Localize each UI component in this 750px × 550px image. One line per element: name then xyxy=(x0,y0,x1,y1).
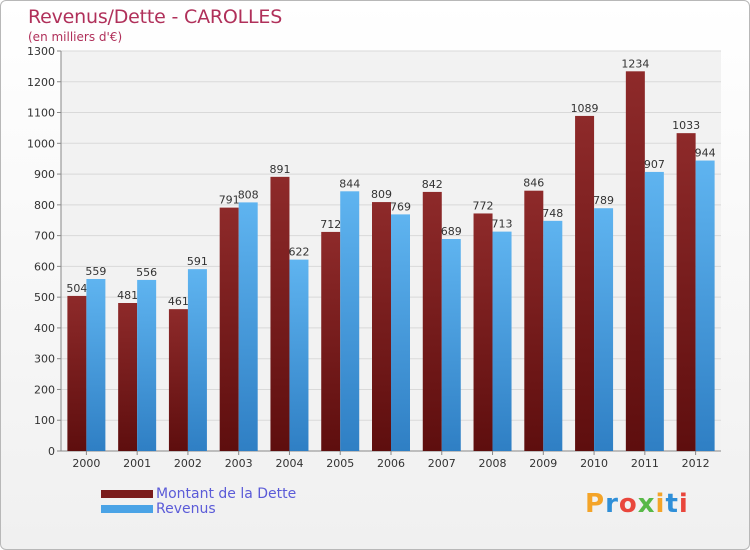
y-tick-label: 400 xyxy=(34,322,55,335)
bar-dette xyxy=(575,115,595,451)
x-tick-label: 2010 xyxy=(580,457,608,470)
bar-revenus xyxy=(695,160,715,452)
x-tick-label: 2001 xyxy=(123,457,151,470)
bar-revenus xyxy=(594,208,614,451)
data-label-dette: 1234 xyxy=(621,57,649,70)
data-label-dette: 504 xyxy=(66,282,87,295)
data-label-dette: 842 xyxy=(422,178,443,191)
bar-dette xyxy=(625,71,645,452)
chart-subtitle: (en milliers d'€) xyxy=(28,30,123,44)
logo-letter: i xyxy=(678,489,689,519)
data-label-dette: 1033 xyxy=(672,119,700,132)
data-label-revenus: 907 xyxy=(644,158,665,171)
data-label-dette: 809 xyxy=(371,188,392,201)
bar-dette xyxy=(676,133,696,451)
y-tick-label: 500 xyxy=(34,291,55,304)
bar-revenus xyxy=(441,239,461,451)
bar-dette xyxy=(168,309,188,451)
data-label-revenus: 591 xyxy=(187,255,208,268)
bar-dette xyxy=(422,191,442,451)
data-label-dette: 1089 xyxy=(571,102,599,115)
data-label-dette: 891 xyxy=(269,163,290,176)
bar-dette xyxy=(372,202,391,451)
x-tick-label: 2003 xyxy=(225,457,253,470)
y-tick-label: 700 xyxy=(34,230,55,243)
bar-revenus xyxy=(340,191,360,452)
y-tick-label: 600 xyxy=(34,260,55,273)
bar-revenus xyxy=(238,202,258,451)
data-label-revenus: 559 xyxy=(85,265,106,278)
logo-letter: o xyxy=(618,489,638,519)
bar-revenus xyxy=(391,214,410,451)
data-label-revenus: 769 xyxy=(390,200,411,213)
bar-revenus xyxy=(492,231,512,451)
data-label-revenus: 622 xyxy=(288,246,309,259)
bar-dette xyxy=(321,231,341,451)
proxiti-logo: Proxiti xyxy=(585,489,689,519)
y-tick-label: 900 xyxy=(34,168,55,181)
x-tick-label: 2000 xyxy=(72,457,100,470)
legend-label-revenus: Revenus xyxy=(156,501,216,517)
data-label-revenus: 844 xyxy=(339,177,360,190)
data-label-revenus: 808 xyxy=(238,188,259,201)
bar-dette xyxy=(270,176,290,451)
y-tick-label: 200 xyxy=(34,383,55,396)
legend-swatch-dette xyxy=(101,490,153,498)
y-tick-label: 100 xyxy=(34,414,55,427)
x-tick-label: 2008 xyxy=(479,457,507,470)
logo-letter: P xyxy=(585,489,606,519)
x-tick-label: 2002 xyxy=(174,457,202,470)
logo-letter: t xyxy=(665,489,679,519)
data-label-dette: 461 xyxy=(168,295,189,308)
bar-dette xyxy=(219,207,239,451)
x-tick-label: 2009 xyxy=(529,457,557,470)
data-label-revenus: 713 xyxy=(492,218,513,231)
bar-revenus xyxy=(137,279,157,451)
bar-revenus xyxy=(187,269,207,451)
y-tick-label: 1100 xyxy=(27,107,55,120)
logo-letter: i xyxy=(655,489,666,519)
chart-title: Revenus/Dette - CAROLLES xyxy=(28,6,283,28)
bar-revenus xyxy=(543,220,563,451)
data-label-dette: 712 xyxy=(320,218,341,231)
bar-revenus xyxy=(644,171,664,451)
y-tick-label: 800 xyxy=(34,199,55,212)
legend-label-dette: Montant de la Dette xyxy=(156,486,297,502)
y-tick-label: 1000 xyxy=(27,137,55,150)
data-label-dette: 481 xyxy=(117,289,138,302)
data-label-dette: 846 xyxy=(523,177,544,190)
x-tick-label: 2005 xyxy=(326,457,354,470)
data-label-revenus: 789 xyxy=(593,194,614,207)
y-tick-label: 300 xyxy=(34,353,55,366)
logo-letter: r xyxy=(605,489,619,519)
bar-revenus xyxy=(289,259,309,451)
x-tick-label: 2006 xyxy=(377,457,405,470)
data-label-revenus: 748 xyxy=(542,207,563,220)
data-label-dette: 772 xyxy=(473,199,494,212)
data-label-dette: 791 xyxy=(219,194,240,207)
y-tick-label: 1200 xyxy=(27,76,55,89)
y-tick-label: 0 xyxy=(48,445,55,458)
bar-dette xyxy=(473,213,493,451)
logo-letter: x xyxy=(637,489,656,519)
x-tick-label: 2007 xyxy=(428,457,456,470)
x-tick-label: 2012 xyxy=(682,457,710,470)
bar-revenus xyxy=(86,279,106,451)
x-tick-label: 2004 xyxy=(275,457,303,470)
bar-dette xyxy=(118,303,138,451)
data-label-revenus: 556 xyxy=(136,266,157,279)
data-label-revenus: 689 xyxy=(441,225,462,238)
data-label-revenus: 944 xyxy=(695,147,716,160)
y-tick-label: 1300 xyxy=(27,45,55,58)
bar-dette xyxy=(67,295,87,451)
bar-dette xyxy=(524,190,544,451)
legend-swatch-revenus xyxy=(101,505,153,513)
x-tick-label: 2011 xyxy=(631,457,659,470)
